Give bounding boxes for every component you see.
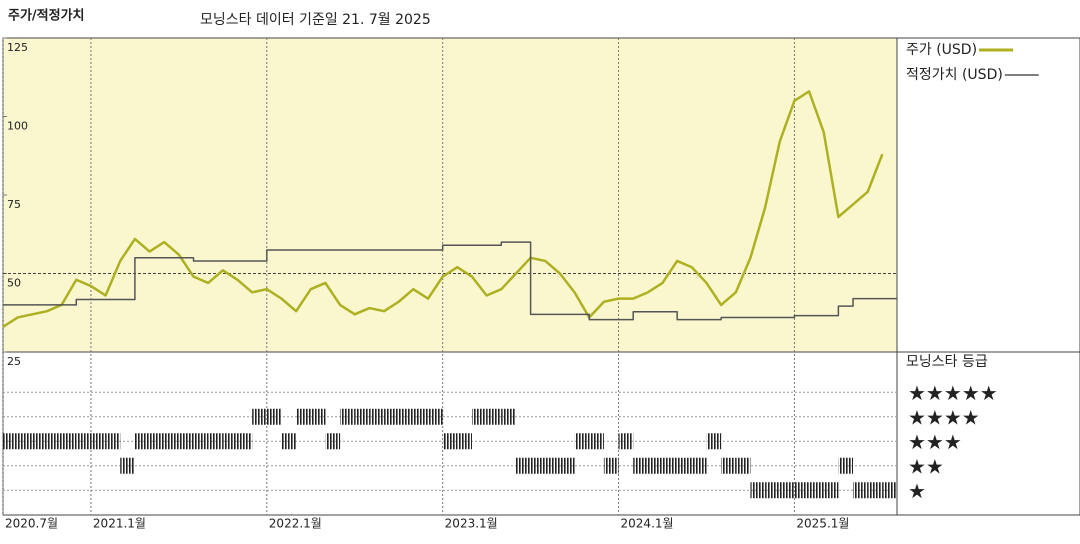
rating-bar xyxy=(398,408,414,425)
x-tick-label: 2025.1월 xyxy=(796,517,849,531)
rating-bar xyxy=(750,482,766,499)
rating-bar xyxy=(633,457,648,474)
rating-title: 모닝스타 등급 xyxy=(906,354,988,370)
rating-bar xyxy=(76,433,91,450)
rating-bar xyxy=(369,408,385,425)
frame xyxy=(2,37,1080,516)
rating-bar xyxy=(677,457,692,474)
rating-bar xyxy=(442,433,458,450)
rating-bar xyxy=(281,433,297,450)
rating-bar xyxy=(120,457,135,474)
rating-bar xyxy=(310,408,326,425)
rating-bar xyxy=(501,408,516,425)
rating-bar xyxy=(164,433,179,450)
rating-bar xyxy=(838,457,854,474)
rating-bar xyxy=(647,457,663,474)
rating-bar xyxy=(193,433,209,450)
x-tick-label: 2020.7월 xyxy=(5,517,58,531)
plot-background xyxy=(3,38,897,352)
rating-level: ★ xyxy=(908,479,926,503)
rating-bar xyxy=(867,482,883,499)
rating-bar xyxy=(354,408,370,425)
rating-bar xyxy=(618,433,634,450)
rating-bar xyxy=(794,482,810,499)
rating-bar xyxy=(266,408,282,425)
rating-bar xyxy=(46,433,62,450)
rating-bar xyxy=(340,408,355,425)
rating-bar xyxy=(413,408,429,425)
rating-bar xyxy=(325,433,341,450)
rating-level: ★★★★★ xyxy=(908,381,998,405)
rating-bar xyxy=(457,433,472,450)
rating-bar xyxy=(471,408,487,425)
rating-bar xyxy=(515,457,531,474)
y-tick-label: 75 xyxy=(7,198,21,211)
y-tick-label: 125 xyxy=(7,41,28,54)
rating-bar xyxy=(779,482,795,499)
rating-bar xyxy=(691,457,707,474)
y-tick-label: 100 xyxy=(7,120,28,133)
rating-bar xyxy=(809,482,824,499)
rating-bar xyxy=(252,408,267,425)
rating-bar xyxy=(662,457,678,474)
rating-bar xyxy=(134,433,150,450)
series-line xyxy=(2,90,884,328)
rating-bar xyxy=(853,482,868,499)
x-tick-label: 2022.1월 xyxy=(269,517,322,531)
rating-bar xyxy=(61,433,77,450)
rating-bar xyxy=(706,433,722,450)
rating-bar xyxy=(237,433,253,450)
rating-bar xyxy=(603,457,619,474)
y-tick-label: 50 xyxy=(7,277,21,290)
rating-bar xyxy=(559,457,575,474)
rating-bar xyxy=(3,433,18,450)
chart-title: 주가/적정가치 xyxy=(8,8,85,24)
rating-level: ★★ xyxy=(908,454,944,478)
rating-bar xyxy=(765,482,780,499)
x-tick-label: 2023.1월 xyxy=(445,517,498,531)
rating-bar xyxy=(882,482,897,499)
rating-bar xyxy=(222,433,238,450)
rating-bar xyxy=(90,433,106,450)
rating-bar xyxy=(296,408,311,425)
rating-bar xyxy=(545,457,560,474)
rating-bar xyxy=(823,482,839,499)
rating-bar xyxy=(721,457,736,474)
x-tick-label: 2024.1월 xyxy=(621,517,674,531)
rating-bar xyxy=(589,433,604,450)
x-tick-label: 2021.1월 xyxy=(93,517,146,531)
rating-bar xyxy=(105,433,121,450)
rating-bar xyxy=(735,457,751,474)
rating-bar xyxy=(530,457,546,474)
rating-level: ★★★ xyxy=(908,430,962,454)
rating-bar xyxy=(208,433,223,450)
rating-bar xyxy=(178,433,194,450)
rating-bar xyxy=(17,433,33,450)
rating-bar xyxy=(384,408,399,425)
rating-bar xyxy=(32,433,47,450)
legend-label: 적정가치 (USD) xyxy=(906,67,1003,83)
rating-bar xyxy=(486,408,502,425)
rating-bar xyxy=(149,433,165,450)
legend-label: 주가 (USD) xyxy=(906,42,977,58)
chart-subtitle: 모닝스타 데이터 기준일 21. 7월 2025 xyxy=(200,12,431,28)
series-line xyxy=(3,241,897,321)
rating-bar xyxy=(574,433,590,450)
rating-bar xyxy=(428,408,443,425)
rating-level: ★★★★ xyxy=(908,405,980,429)
y-tick-label: 25 xyxy=(7,355,21,368)
